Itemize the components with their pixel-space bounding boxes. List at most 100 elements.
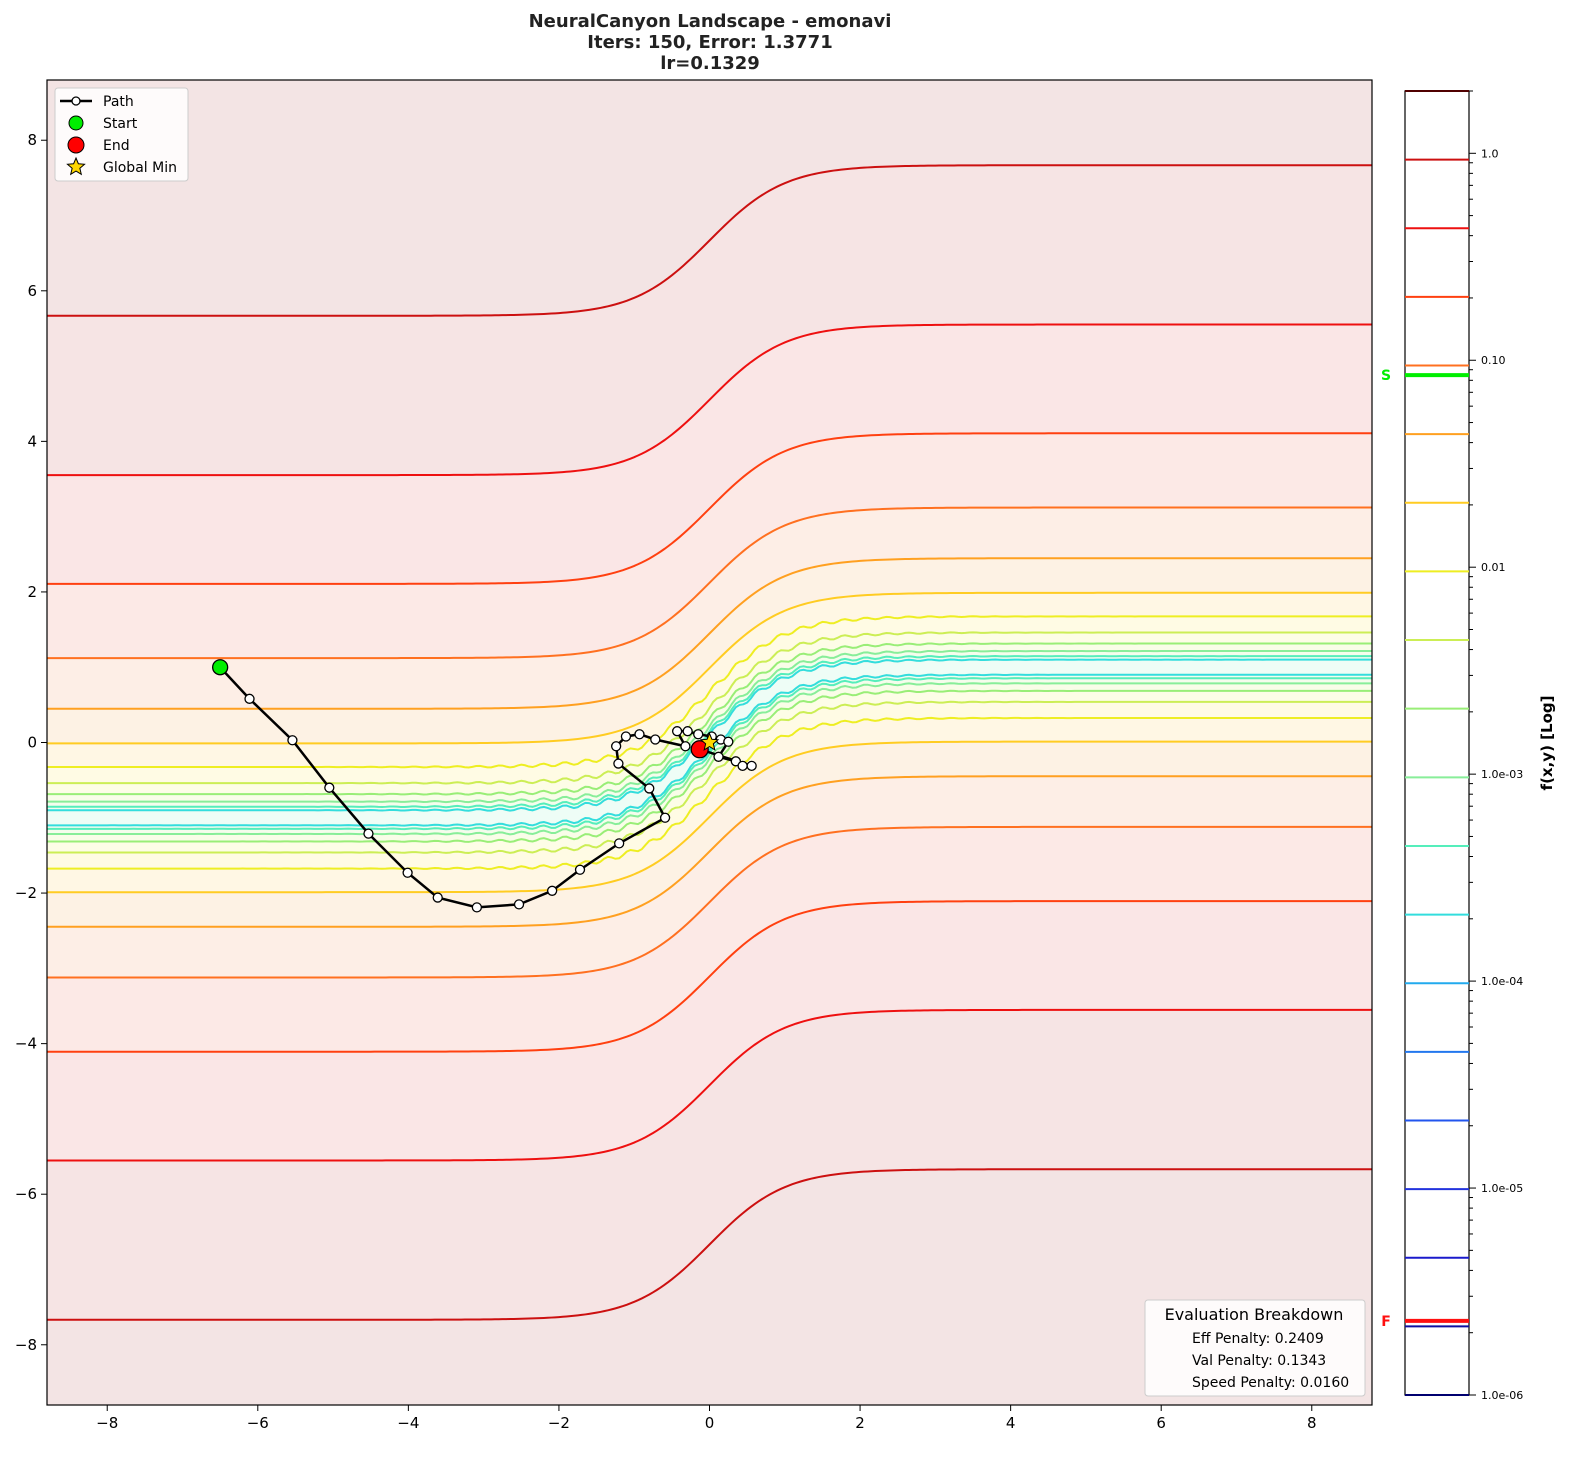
- chart-title-line: lr=0.1329: [660, 53, 760, 74]
- y-tick-label: −6: [15, 1185, 37, 1203]
- y-tick-label: −2: [15, 884, 37, 902]
- contour-line: [47, 825, 1372, 979]
- y-tick-label: 6: [27, 282, 37, 300]
- contour-line: [47, 557, 1372, 710]
- end-marker: [690, 740, 709, 759]
- path-point: [644, 783, 655, 794]
- x-tick-label: 2: [855, 1414, 865, 1432]
- legend-end-marker: [67, 136, 85, 154]
- path-point: [713, 751, 724, 762]
- evaluation-line: Val Penalty: 0.1343: [1192, 1353, 1326, 1369]
- path-point: [746, 760, 757, 771]
- path-point: [287, 735, 298, 746]
- evaluation-line: Eff Penalty: 0.2409: [1192, 1331, 1324, 1347]
- y-tick-label: 8: [27, 131, 37, 149]
- x-tick-label: −4: [397, 1414, 419, 1432]
- path-point: [634, 729, 645, 740]
- contour-line: [47, 655, 1372, 809]
- chart-title-line: NeuralCanyon Landscape - emonavi: [529, 11, 892, 32]
- chart-title-line: Iters: 150, Error: 1.3771: [587, 32, 832, 53]
- path-point: [659, 812, 671, 823]
- y-tick-label: 0: [27, 734, 37, 752]
- x-tick-label: −2: [548, 1414, 570, 1432]
- colorbar-tick-label: 0.10: [1481, 354, 1506, 367]
- x-tick-label: 4: [1006, 1414, 1016, 1432]
- legend-path-marker: [71, 96, 81, 106]
- y-tick-label: 4: [27, 432, 37, 450]
- contour-line: [47, 682, 1372, 836]
- contour-line: [47, 900, 1372, 1053]
- path-point: [432, 892, 443, 903]
- colorbar-label: f(x,y) [Log]: [1538, 696, 1556, 791]
- path-point: [613, 758, 624, 769]
- path-point: [513, 899, 525, 910]
- contour-line: [47, 673, 1372, 827]
- path-point: [614, 838, 625, 849]
- evaluation-box-bg: [1144, 1299, 1366, 1397]
- contour-line: [47, 323, 1372, 477]
- legend-label: Path: [103, 94, 134, 110]
- contour-line: [47, 615, 1372, 769]
- path-point: [650, 734, 661, 745]
- legend-global-min-marker: [66, 156, 86, 176]
- path-point: [402, 867, 413, 878]
- legend: Path Start End Global Min: [54, 87, 189, 182]
- path-point: [723, 736, 734, 747]
- contour-line: [47, 700, 1372, 854]
- path-point: [574, 864, 586, 875]
- colorbar-marker-label: S: [1381, 368, 1391, 384]
- y-tick-label: −4: [15, 1035, 37, 1053]
- global-min-marker: [699, 732, 720, 751]
- path-point: [682, 726, 693, 737]
- colorbar-tick-label: 1.0e-04: [1481, 975, 1523, 988]
- path-point: [737, 760, 748, 771]
- colorbar-tick-label: 1.0: [1481, 147, 1499, 160]
- contour-line: [47, 689, 1372, 843]
- path-point: [693, 729, 704, 740]
- evaluation-line: Speed Penalty: 0.0160: [1192, 1375, 1349, 1391]
- legend-label: Start: [103, 116, 138, 132]
- contour-line: [47, 716, 1372, 871]
- x-tick-label: 0: [705, 1414, 715, 1432]
- legend-label: Global Min: [103, 160, 177, 176]
- contour-line: [47, 740, 1372, 894]
- path-point: [547, 885, 558, 896]
- colorbar-marker-label: F: [1381, 1314, 1391, 1330]
- colorbar: [1404, 90, 1470, 1396]
- contour-line: [47, 631, 1372, 785]
- contour-line: [47, 164, 1372, 317]
- path-point: [610, 741, 622, 752]
- legend-start-marker: [68, 115, 84, 131]
- path-point: [244, 693, 255, 704]
- x-tick-label: 6: [1156, 1414, 1166, 1432]
- path-point: [680, 741, 691, 752]
- contour-line: [47, 1168, 1372, 1321]
- plot-content: [47, 80, 1372, 1405]
- evaluation-title: Evaluation Breakdown: [1165, 1305, 1344, 1324]
- path-point: [324, 782, 335, 793]
- y-tick-label: −8: [15, 1336, 37, 1354]
- legend-label: End: [103, 138, 130, 154]
- contour-line: [47, 432, 1372, 585]
- contour-line: [47, 649, 1372, 804]
- legend-box: [54, 87, 189, 182]
- contour-line: [47, 506, 1372, 660]
- contour-line: [47, 642, 1372, 796]
- evaluation-box: Evaluation Breakdown Eff Penalty: 0.2409 V…: [1144, 1299, 1366, 1397]
- start-marker: [212, 659, 229, 676]
- path-point: [671, 726, 683, 737]
- contour-line: [47, 591, 1372, 745]
- contour-line: [47, 775, 1372, 928]
- x-tick-label: −6: [247, 1414, 269, 1432]
- path-point: [363, 828, 374, 839]
- colorbar-tick-label: 1.0e-03: [1481, 768, 1523, 781]
- x-tick-label: 8: [1307, 1414, 1317, 1432]
- colorbar-tick-label: 0.01: [1481, 561, 1506, 574]
- contour-line: [47, 1008, 1372, 1162]
- path-point: [471, 902, 483, 913]
- colorbar-tick-label: 1.0e-06: [1481, 1389, 1523, 1402]
- y-tick-label: 2: [27, 583, 37, 601]
- path-point: [620, 731, 632, 742]
- x-tick-label: −8: [96, 1414, 118, 1432]
